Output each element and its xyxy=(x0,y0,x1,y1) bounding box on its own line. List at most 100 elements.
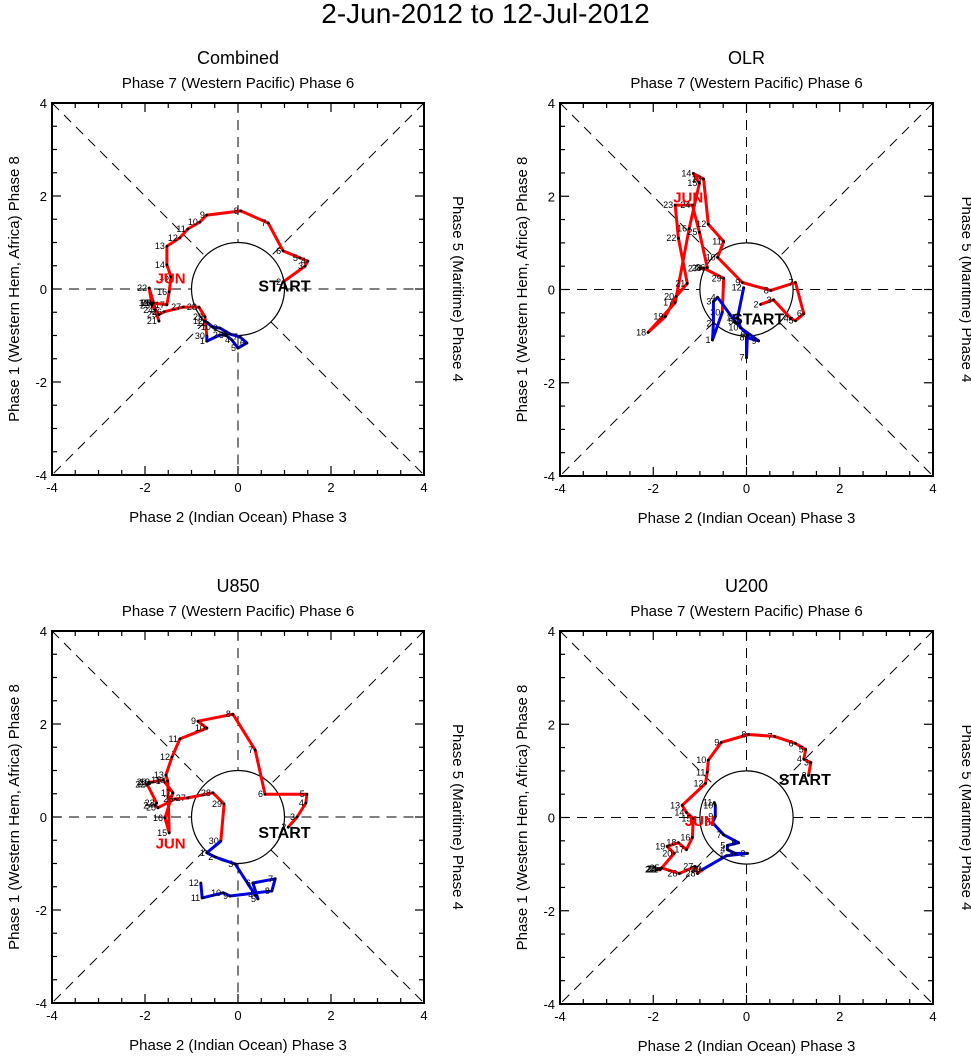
day-marker xyxy=(698,181,701,185)
day-label: 14 xyxy=(674,807,684,817)
day-marker xyxy=(677,841,680,845)
day-label: 9 xyxy=(191,716,196,726)
day-label: 12 xyxy=(189,878,199,888)
day-marker xyxy=(165,263,169,267)
day-label: 2 xyxy=(706,319,711,329)
day-label: 10 xyxy=(703,800,713,810)
day-marker xyxy=(722,240,726,243)
day-label: 7 xyxy=(767,731,772,741)
june-label: JUN xyxy=(685,813,715,830)
day-label: 9 xyxy=(735,278,740,288)
day-marker xyxy=(178,737,182,741)
day-marker xyxy=(306,259,310,263)
day-marker xyxy=(746,733,750,736)
day-label: 28 xyxy=(692,263,702,273)
day-marker xyxy=(303,264,307,268)
day-marker xyxy=(722,833,726,837)
left-axis-label: Phase 1 (Western Hem, Africa) Phase 8 xyxy=(514,157,531,423)
day-label: 16 xyxy=(157,287,167,297)
day-marker xyxy=(253,748,257,752)
left-axis-label: Phase 1 (Western Hem, Africa) Phase 8 xyxy=(514,685,531,951)
day-marker xyxy=(673,301,677,304)
day-marker xyxy=(746,333,749,337)
day-label: 22 xyxy=(137,283,147,293)
day-marker xyxy=(239,209,243,213)
day-marker xyxy=(198,220,202,224)
day-label: 6 xyxy=(276,246,281,256)
y-tick-label: 0 xyxy=(548,283,555,298)
day-label: 28 xyxy=(686,868,696,878)
day-marker xyxy=(222,802,226,806)
day-marker xyxy=(706,758,710,762)
day-marker xyxy=(162,310,166,314)
day-label: 6 xyxy=(258,789,263,799)
day-label: 10 xyxy=(706,252,716,262)
day-marker xyxy=(186,227,190,231)
day-marker xyxy=(769,289,773,292)
day-label: 5 xyxy=(300,789,305,799)
june-label: JUN xyxy=(156,836,186,853)
day-label: 22 xyxy=(135,779,145,789)
day-label: 2 xyxy=(213,330,218,340)
day-label: 15 xyxy=(157,828,167,838)
day-marker xyxy=(711,821,714,825)
day-label: 21 xyxy=(675,278,685,288)
day-label: 22 xyxy=(645,865,655,875)
day-label: 25 xyxy=(650,863,660,873)
day-marker xyxy=(702,266,706,270)
day-label: 26 xyxy=(152,307,162,317)
day-marker xyxy=(719,741,723,744)
day-marker xyxy=(157,313,161,316)
day-label: 4 xyxy=(711,292,716,302)
day-label: 17 xyxy=(663,298,673,308)
day-label: 8 xyxy=(739,333,744,343)
day-marker xyxy=(673,203,677,207)
day-marker xyxy=(211,791,215,795)
x-tick-label: 2 xyxy=(836,1009,843,1024)
june-label: JUN xyxy=(673,189,703,206)
day-label: 11 xyxy=(176,224,185,234)
day-marker xyxy=(199,881,203,885)
day-marker xyxy=(691,203,694,207)
day-marker xyxy=(305,792,309,796)
day-marker xyxy=(660,866,664,870)
day-label: 24 xyxy=(647,864,657,874)
x-tick-label: 0 xyxy=(743,481,750,496)
day-label: 10 xyxy=(195,723,205,733)
day-label: 23 xyxy=(646,864,656,874)
day-marker xyxy=(164,773,168,777)
day-marker xyxy=(740,281,744,284)
day-label: 27 xyxy=(688,264,698,274)
day-label: 19 xyxy=(653,312,663,322)
day-label: 29 xyxy=(212,799,222,809)
day-marker xyxy=(206,321,210,325)
day-label: 7 xyxy=(268,874,273,884)
x-tick-label: -4 xyxy=(554,1009,566,1024)
day-label: 6 xyxy=(732,838,737,848)
y-tick-label: -4 xyxy=(35,996,47,1011)
day-label: 27 xyxy=(171,302,181,312)
day-marker xyxy=(298,256,302,260)
day-label: 8 xyxy=(234,206,239,216)
day-marker xyxy=(773,734,776,738)
day-marker xyxy=(238,335,242,339)
day-marker xyxy=(205,213,209,217)
day-label: 2 xyxy=(276,277,281,287)
day-marker xyxy=(218,333,222,337)
day-marker xyxy=(228,894,232,898)
day-label: 11 xyxy=(712,236,721,246)
panel-title: U850 xyxy=(216,576,259,596)
day-label: 4 xyxy=(720,845,725,855)
day-label: 29 xyxy=(193,312,203,322)
y-tick-label: -2 xyxy=(543,376,555,391)
day-label: 2 xyxy=(753,299,758,309)
day-label: 4 xyxy=(784,313,789,323)
day-label: 29 xyxy=(692,864,702,874)
guide-line xyxy=(559,102,714,257)
day-marker xyxy=(691,836,694,839)
day-marker xyxy=(742,286,746,290)
day-marker xyxy=(167,831,171,835)
day-label: 15 xyxy=(681,813,691,823)
day-label: 29 xyxy=(712,273,722,283)
day-label: 9 xyxy=(213,323,218,333)
